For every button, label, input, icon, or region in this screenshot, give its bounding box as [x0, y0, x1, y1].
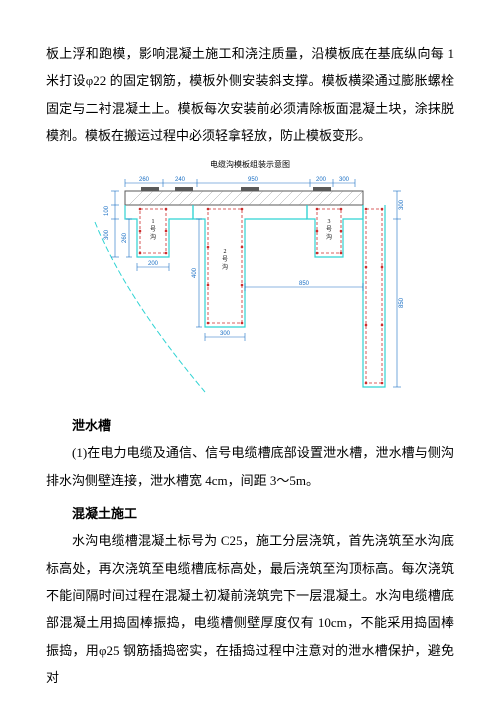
dim-left-1: 100 [104, 206, 110, 217]
dim-right-1: 850 [399, 298, 405, 309]
dim-top-2: 950 [248, 177, 259, 183]
bottom-dims [137, 263, 363, 341]
baseline-curve [95, 222, 205, 392]
dim-top-0: 260 [139, 177, 150, 183]
svg-text:号: 号 [150, 226, 156, 233]
dim-bottom-1: 300 [220, 331, 231, 337]
svg-text:沟: 沟 [326, 233, 332, 241]
dim-top-4: 300 [339, 177, 350, 183]
dim-left-2: 260 [122, 233, 128, 244]
dim-bottom-0: 200 [148, 261, 159, 267]
section1-title: 泄水槽 [46, 412, 454, 439]
dim-left-0: 300 [104, 230, 110, 241]
dim-top-3: 200 [316, 177, 327, 183]
svg-text:号: 号 [222, 256, 228, 263]
trench-outline [125, 205, 385, 387]
svg-text:沟: 沟 [222, 263, 228, 271]
section2-body: 水沟电缆槽混凝土标号为 C25，施工分层浇筑，首先浇筑至水沟底标高处，再次浇筑至… [46, 527, 454, 691]
dim-bottom-2: 850 [299, 281, 310, 287]
svg-text:沟: 沟 [150, 233, 156, 241]
dim-top-1: 240 [175, 177, 186, 183]
diagram-title: 电缆沟模板组装示意图 [210, 159, 290, 169]
intro-paragraph: 板上浮和跑模，影响混凝土施工和浇注质量，沿模板底在基底纵向每 1 米打设φ22 … [46, 40, 454, 149]
slot3-label: 3 [328, 219, 331, 225]
svg-text:号: 号 [326, 226, 332, 233]
dim-left-3: 400 [192, 268, 198, 279]
formwork-dots [139, 208, 384, 385]
top-slab [125, 187, 363, 205]
slot2-label: 2 [224, 249, 227, 255]
diagram-container: 电缆沟模板组装示意图 260 240 950 200 300 [46, 157, 454, 402]
left-dims [111, 191, 119, 257]
right-dims [393, 191, 401, 387]
section2-title: 混凝土施工 [46, 500, 454, 527]
section1-body: (1)在电力电缆及通信、信号电缆槽底部设置泄水槽，泄水槽与侧沟排水沟侧壁连接，泄… [46, 439, 454, 494]
cable-trench-diagram: 电缆沟模板组装示意图 260 240 950 200 300 [85, 157, 415, 402]
dim-right-0: 300 [399, 200, 405, 211]
slot1-label: 1 [152, 219, 155, 225]
